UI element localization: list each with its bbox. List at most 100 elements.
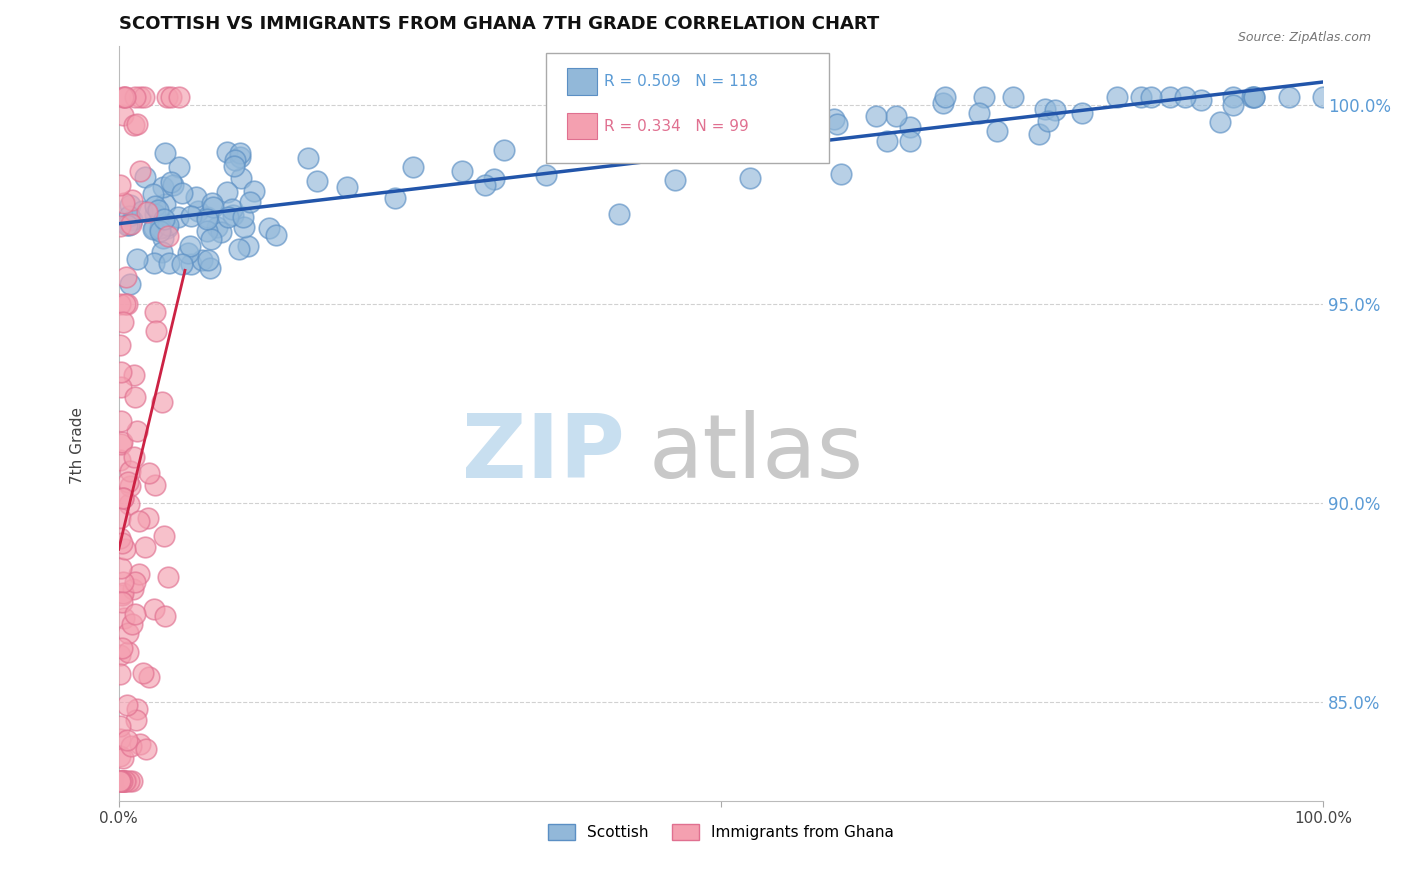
Point <box>156 569 179 583</box>
Point <box>222 159 245 173</box>
Point <box>117 297 139 311</box>
Point <box>120 739 142 754</box>
Point <box>111 491 134 505</box>
Point <box>114 90 136 104</box>
Point <box>934 90 956 104</box>
Point <box>121 774 143 789</box>
Point <box>967 105 990 120</box>
Point <box>1043 103 1066 117</box>
Point <box>135 205 157 219</box>
Point <box>167 210 190 224</box>
Point <box>111 774 134 789</box>
Point <box>125 713 148 727</box>
Point <box>1071 105 1094 120</box>
Point <box>124 607 146 622</box>
Point <box>207 219 229 234</box>
Point <box>115 733 138 747</box>
Point <box>197 253 219 268</box>
Point <box>152 179 174 194</box>
Point <box>111 588 134 602</box>
Point <box>124 390 146 404</box>
Text: 7th Grade: 7th Grade <box>70 408 84 484</box>
Point <box>120 464 142 478</box>
Point <box>484 171 506 186</box>
FancyBboxPatch shape <box>547 54 830 162</box>
Point <box>215 185 238 199</box>
Point <box>110 414 132 428</box>
Point <box>115 270 138 285</box>
Point <box>159 90 181 104</box>
Point <box>257 220 280 235</box>
Point <box>157 256 180 270</box>
Point <box>129 90 152 104</box>
Point <box>177 246 200 260</box>
Point <box>125 702 148 716</box>
Point <box>132 90 155 104</box>
Point <box>172 186 194 201</box>
Point <box>865 109 887 123</box>
Point <box>111 108 134 122</box>
Point <box>384 191 406 205</box>
Point <box>184 190 207 204</box>
Point <box>1191 93 1213 107</box>
Point <box>110 719 132 733</box>
Point <box>231 171 253 186</box>
Point <box>145 324 167 338</box>
Point <box>152 529 174 543</box>
Point <box>121 212 143 227</box>
Point <box>156 221 179 235</box>
Point <box>898 120 921 134</box>
Point <box>162 178 184 192</box>
Point <box>1241 90 1264 104</box>
Text: R = 0.334   N = 99: R = 0.334 N = 99 <box>605 119 749 134</box>
Point <box>143 206 166 220</box>
Point <box>239 195 262 210</box>
Point <box>228 242 250 256</box>
Point <box>127 117 149 131</box>
Point <box>143 477 166 491</box>
Point <box>474 178 496 192</box>
Text: ZIP: ZIP <box>461 410 624 497</box>
Point <box>128 514 150 528</box>
Point <box>114 542 136 557</box>
Text: Source: ZipAtlas.com: Source: ZipAtlas.com <box>1237 31 1371 45</box>
Point <box>110 337 132 351</box>
Point <box>114 774 136 789</box>
Point <box>111 315 134 329</box>
Text: SCOTTISH VS IMMIGRANTS FROM GHANA 7TH GRADE CORRELATION CHART: SCOTTISH VS IMMIGRANTS FROM GHANA 7TH GR… <box>118 15 879 33</box>
Point <box>121 617 143 632</box>
Point <box>1105 90 1128 104</box>
Point <box>117 645 139 659</box>
Point <box>152 231 174 245</box>
Point <box>1312 90 1334 104</box>
Point <box>1209 115 1232 129</box>
Point <box>120 197 142 211</box>
Point <box>110 774 132 789</box>
Point <box>112 611 135 625</box>
Point <box>149 220 172 235</box>
Point <box>134 170 156 185</box>
Point <box>129 164 152 178</box>
Point <box>114 774 136 789</box>
Point <box>229 146 252 161</box>
Point <box>169 90 191 104</box>
Point <box>149 224 172 238</box>
Point <box>222 208 245 222</box>
Point <box>402 161 425 175</box>
Point <box>1036 114 1059 128</box>
Point <box>108 511 131 525</box>
Point <box>114 90 136 104</box>
Point <box>195 211 218 226</box>
Point <box>664 172 686 186</box>
Point <box>170 257 193 271</box>
Point <box>110 531 132 545</box>
Point <box>122 582 145 596</box>
Point <box>118 774 141 789</box>
Point <box>135 742 157 756</box>
Point <box>127 252 149 266</box>
Point <box>146 202 169 217</box>
Point <box>264 228 287 243</box>
Legend: Scottish, Immigrants from Ghana: Scottish, Immigrants from Ghana <box>541 818 900 847</box>
Point <box>143 199 166 213</box>
Point <box>111 751 134 765</box>
